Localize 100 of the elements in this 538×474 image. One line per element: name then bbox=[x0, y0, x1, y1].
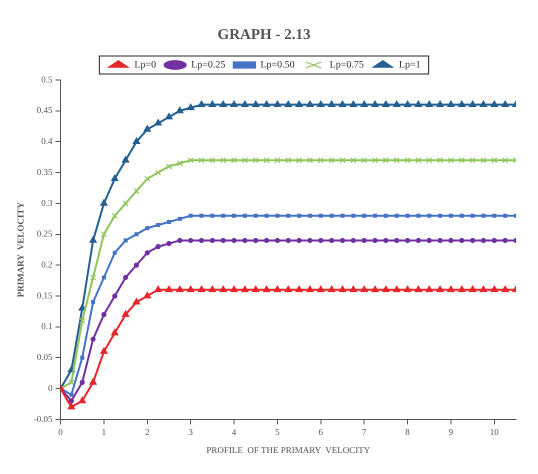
point bbox=[382, 286, 390, 292]
point bbox=[112, 212, 118, 219]
point bbox=[437, 238, 443, 244]
point bbox=[318, 238, 324, 244]
point bbox=[360, 286, 368, 292]
point bbox=[414, 286, 422, 292]
point bbox=[384, 214, 388, 218]
point bbox=[134, 262, 140, 268]
point bbox=[242, 214, 247, 218]
point bbox=[330, 214, 334, 218]
point bbox=[404, 100, 412, 108]
point bbox=[426, 238, 432, 244]
point bbox=[329, 238, 334, 244]
point bbox=[480, 157, 487, 164]
point bbox=[176, 286, 184, 292]
point bbox=[264, 214, 269, 218]
x-tick-label: 7 bbox=[362, 427, 367, 438]
x-tick-label: 1 bbox=[102, 427, 106, 438]
point bbox=[176, 106, 184, 114]
point bbox=[68, 398, 74, 404]
point bbox=[404, 238, 410, 244]
point bbox=[91, 300, 96, 304]
point bbox=[502, 286, 509, 292]
y-tick-label: 0.05 bbox=[36, 352, 54, 362]
y-tick-label: -0.05 bbox=[34, 414, 54, 424]
legend-label: Lp=0.25 bbox=[191, 60, 226, 71]
point bbox=[296, 157, 302, 164]
point bbox=[458, 100, 466, 108]
point bbox=[221, 214, 226, 218]
point bbox=[252, 157, 259, 164]
point bbox=[188, 214, 193, 218]
point bbox=[492, 238, 497, 244]
point bbox=[404, 157, 411, 164]
point bbox=[306, 157, 314, 164]
point bbox=[328, 286, 336, 292]
point bbox=[241, 100, 249, 108]
point bbox=[350, 286, 357, 292]
point bbox=[209, 157, 216, 164]
point bbox=[436, 286, 444, 292]
point bbox=[187, 104, 194, 110]
point bbox=[416, 238, 422, 244]
point bbox=[297, 214, 302, 218]
point bbox=[264, 238, 270, 244]
point bbox=[468, 286, 476, 292]
point bbox=[178, 216, 182, 221]
point bbox=[220, 286, 227, 292]
legend-label: Lp=0 bbox=[134, 60, 156, 71]
point bbox=[394, 214, 399, 218]
point bbox=[414, 100, 422, 108]
point bbox=[123, 274, 128, 280]
point bbox=[372, 238, 378, 244]
point bbox=[188, 238, 194, 244]
point bbox=[415, 157, 422, 164]
x-tick-label: 2 bbox=[145, 427, 150, 438]
y-tick-label: 0.4 bbox=[41, 136, 54, 146]
point bbox=[89, 236, 97, 243]
point bbox=[176, 160, 183, 166]
point bbox=[230, 286, 238, 292]
point bbox=[208, 286, 216, 292]
point bbox=[426, 286, 433, 292]
point bbox=[295, 100, 303, 108]
point bbox=[448, 157, 454, 164]
point bbox=[480, 238, 486, 244]
point bbox=[468, 100, 476, 108]
point bbox=[241, 286, 249, 292]
point bbox=[166, 220, 172, 224]
point bbox=[503, 214, 508, 218]
point bbox=[362, 214, 366, 218]
point bbox=[187, 286, 194, 292]
point bbox=[220, 157, 226, 164]
point bbox=[502, 100, 509, 108]
point bbox=[481, 214, 486, 218]
point bbox=[448, 214, 453, 218]
x-tick-label: 0 bbox=[58, 427, 64, 438]
point bbox=[101, 312, 107, 318]
point bbox=[447, 100, 455, 108]
point bbox=[502, 157, 508, 164]
point bbox=[286, 214, 290, 218]
legend-label: Lp=0.75 bbox=[330, 60, 364, 71]
point bbox=[80, 380, 85, 385]
point bbox=[317, 286, 324, 292]
point bbox=[361, 157, 368, 164]
point bbox=[198, 100, 206, 108]
point bbox=[242, 238, 248, 244]
point bbox=[220, 100, 227, 108]
point bbox=[144, 250, 150, 256]
point bbox=[134, 232, 138, 236]
point bbox=[80, 356, 84, 360]
point bbox=[156, 223, 160, 228]
legend-label: Lp=1 bbox=[398, 60, 421, 71]
point bbox=[210, 214, 214, 218]
point bbox=[231, 238, 237, 244]
point bbox=[100, 199, 108, 206]
y-tick-label: 0.1 bbox=[41, 321, 53, 332]
point bbox=[436, 100, 444, 108]
x-tick-label: 8 bbox=[405, 427, 410, 438]
point bbox=[458, 157, 465, 164]
point bbox=[318, 157, 324, 164]
point bbox=[208, 100, 216, 108]
point bbox=[111, 328, 118, 336]
